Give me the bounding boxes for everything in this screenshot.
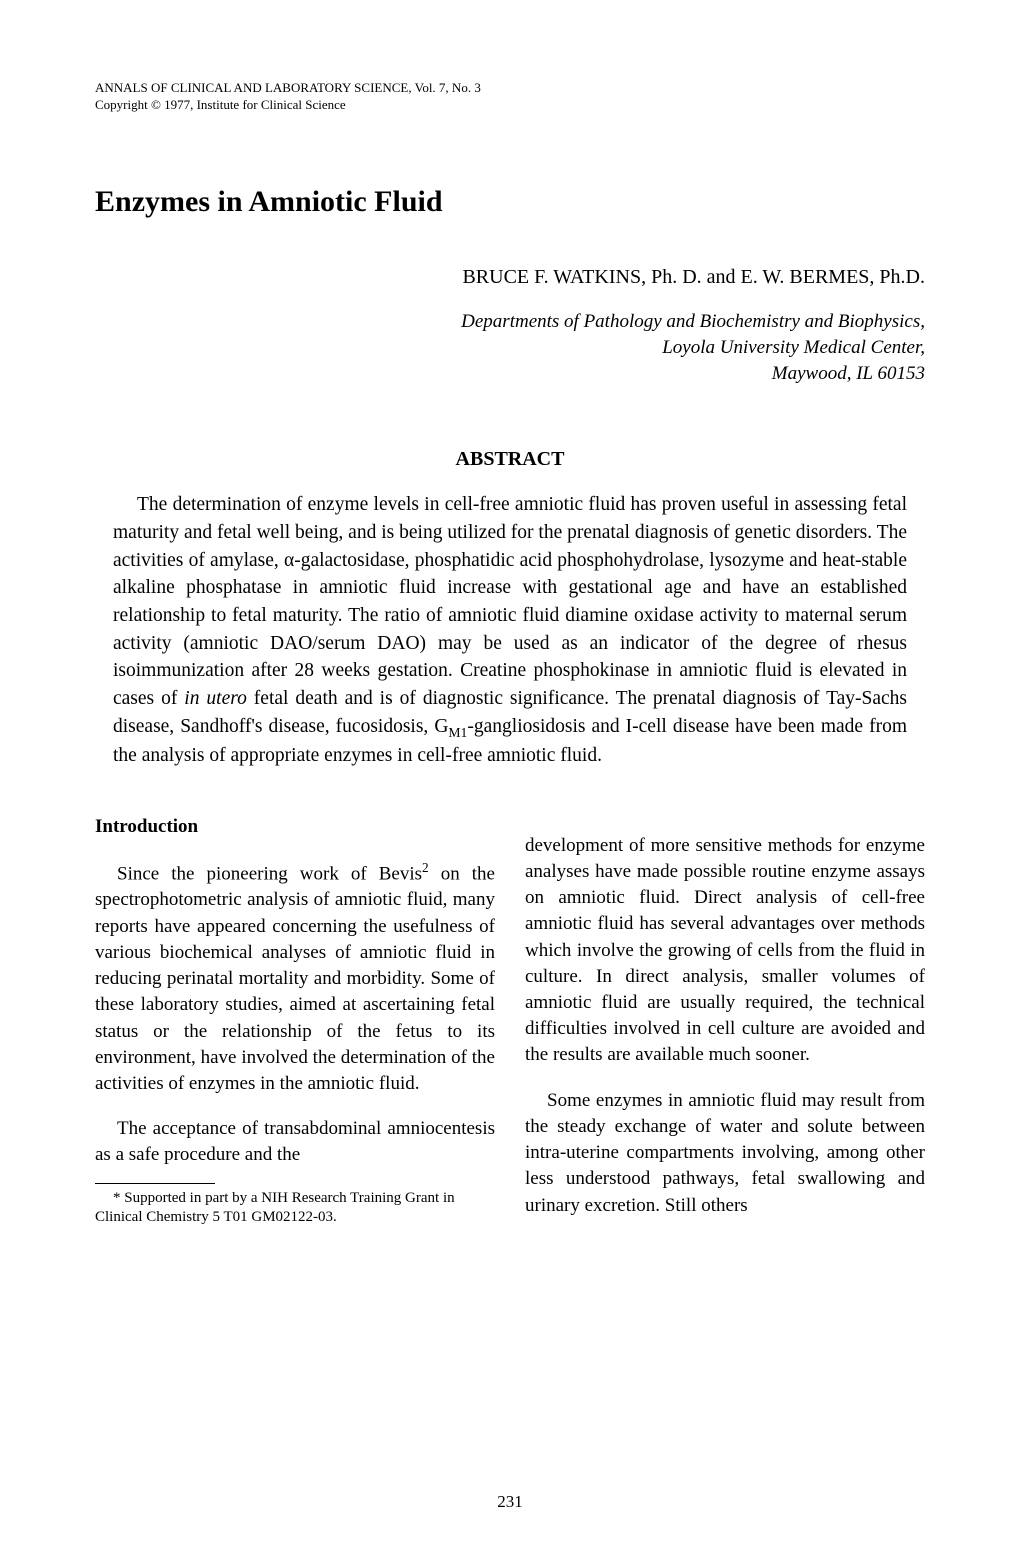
introduction-heading: Introduction (95, 814, 495, 840)
intro-para2: The acceptance of transabdominal amnioce… (95, 1116, 495, 1168)
journal-line2: Copyright © 1977, Institute for Clinical… (95, 97, 925, 114)
page-number: 231 (0, 1491, 1020, 1514)
left-column: Introduction Since the pioneering work o… (95, 814, 495, 1228)
right-column: development of more sensitive methods fo… (525, 814, 925, 1228)
footnote-rule (95, 1183, 215, 1184)
article-title: Enzymes in Amniotic Fluid (95, 182, 925, 223)
affiliation-line1: Departments of Pathology and Biochemistr… (95, 309, 925, 335)
journal-header: ANNALS OF CLINICAL AND LABORATORY SCIENC… (95, 80, 925, 114)
right-para1: development of more sensitive methods fo… (525, 833, 925, 1069)
journal-line1: ANNALS OF CLINICAL AND LABORATORY SCIENC… (95, 80, 925, 97)
affiliation-line3: Maywood, IL 60153 (95, 361, 925, 387)
affiliation-line2: Loyola University Medical Center, (95, 335, 925, 361)
intro-para1: Since the pioneering work of Bevis2 on t… (95, 859, 495, 1097)
authors: BRUCE F. WATKINS, Ph. D. and E. W. BERME… (95, 264, 925, 291)
abstract-heading: ABSTRACT (95, 446, 925, 473)
body-columns: Introduction Since the pioneering work o… (95, 814, 925, 1228)
abstract-body: The determination of enzyme levels in ce… (113, 491, 907, 769)
right-para2: Some enzymes in amniotic fluid may resul… (525, 1088, 925, 1219)
footnote: * Supported in part by a NIH Research Tr… (95, 1189, 495, 1228)
affiliation: Departments of Pathology and Biochemistr… (95, 309, 925, 386)
